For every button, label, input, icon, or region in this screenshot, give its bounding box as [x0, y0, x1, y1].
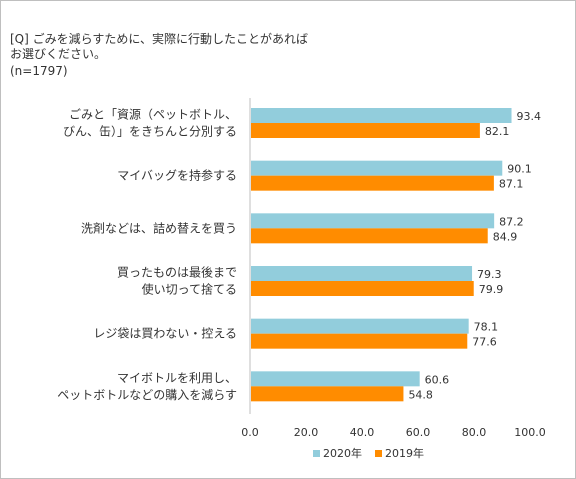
- x-tick-label: 20.0: [294, 426, 319, 439]
- category-label: マイボトルを利用し、: [117, 371, 237, 385]
- bar-2020: [251, 318, 469, 334]
- legend-label-2019: 2019年: [385, 446, 424, 460]
- data-label: 87.1: [499, 178, 524, 191]
- bar-2020: [251, 213, 495, 229]
- bar-2019: [251, 281, 474, 296]
- legend-swatch-2020: [313, 450, 320, 457]
- data-label: 87.2: [499, 215, 524, 228]
- category-label: びん、缶）」をきちんと分別する: [63, 125, 237, 139]
- x-tick-label: 40.0: [350, 426, 375, 439]
- data-label: 90.1: [507, 163, 532, 176]
- bar-2020: [251, 266, 473, 281]
- category-label: 洗剤などは、詰め替えを買う: [81, 220, 237, 235]
- bar-2020: [251, 371, 420, 387]
- bar-2020: [251, 108, 512, 123]
- bar-2019: [251, 386, 404, 402]
- category-label: マイバッグを持参する: [117, 168, 237, 183]
- data-label: 82.1: [485, 125, 510, 138]
- bar-2019: [251, 175, 494, 191]
- category-label: レジ袋は買わない・控える: [93, 327, 237, 341]
- data-label: 77.6: [472, 336, 497, 349]
- x-tick-label: 60.0: [406, 426, 431, 439]
- category-label: ごみと「資源（ペットボトル、: [69, 107, 237, 122]
- legend-swatch-2019: [375, 450, 382, 457]
- bar-2019: [251, 228, 488, 244]
- legend-label-2020: 2020年: [323, 446, 362, 460]
- question-text: [Q] ごみを減らすために、実際に行動したことがあれば お選びください。: [10, 32, 309, 61]
- bar-2020: [251, 160, 503, 176]
- x-tick-label: 0.0: [241, 426, 259, 439]
- data-label: 54.8: [408, 388, 433, 401]
- bar-2019: [251, 123, 480, 138]
- category-label: 使い切って捨てる: [142, 282, 237, 297]
- x-tick-label: 80.0: [462, 426, 487, 439]
- data-label: 78.1: [474, 321, 499, 334]
- category-label: 買ったものは最後まで: [117, 266, 237, 280]
- bar-2019: [251, 333, 468, 349]
- data-label: 93.4: [517, 110, 542, 123]
- x-tick-label: 100.0: [514, 426, 546, 439]
- data-label: 60.6: [425, 373, 450, 386]
- sample-size: (n=1797): [10, 64, 68, 78]
- data-label: 79.9: [479, 283, 504, 296]
- data-label: 79.3: [477, 268, 502, 281]
- data-label: 84.9: [493, 230, 517, 243]
- category-label: ペットボトルなどの購入を減らす: [57, 387, 237, 402]
